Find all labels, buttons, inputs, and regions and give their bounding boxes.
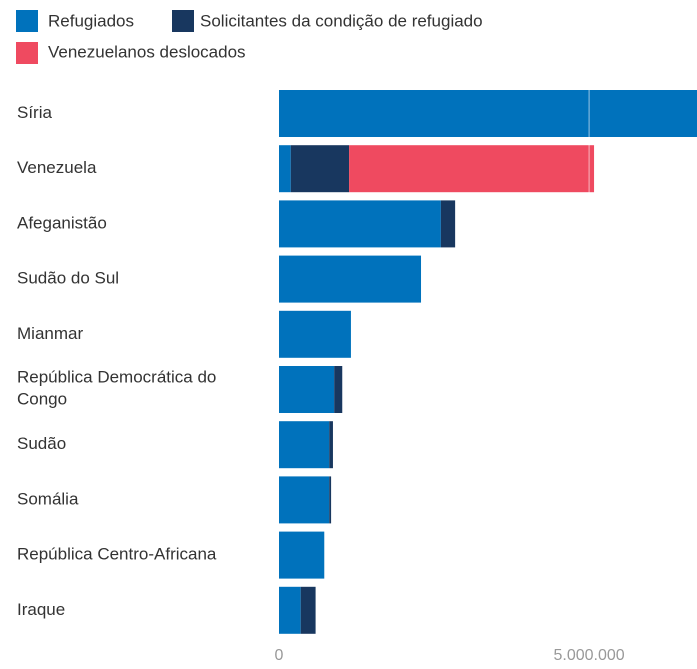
category-label: Sudão do Sul bbox=[17, 269, 119, 288]
legend-swatch bbox=[16, 42, 38, 64]
bar-segment bbox=[279, 90, 697, 137]
bar-segment bbox=[329, 476, 332, 524]
category-label: República Democrática do Congo bbox=[17, 368, 216, 409]
category-label: República Centro-Africana bbox=[17, 545, 217, 564]
category-label: Sudão bbox=[17, 434, 66, 453]
bar-segment bbox=[334, 366, 343, 413]
bar-segment bbox=[279, 200, 441, 248]
bar-segment bbox=[279, 421, 330, 469]
category-label: Afeganistão bbox=[17, 213, 107, 232]
category-label: Somália bbox=[17, 489, 79, 508]
bar-segment bbox=[279, 531, 325, 579]
x-tick-label: 5.000.000 bbox=[553, 647, 624, 664]
legend-label: Refugiados bbox=[48, 11, 134, 30]
bar-segment bbox=[279, 366, 335, 413]
bar-segment bbox=[279, 476, 330, 524]
bar-segment bbox=[440, 200, 456, 248]
bar-segment bbox=[300, 586, 316, 634]
bar-segment bbox=[279, 145, 291, 193]
legend-label: Venezuelanos deslocados bbox=[48, 42, 246, 61]
legend-swatch bbox=[16, 10, 38, 32]
bar-segment bbox=[290, 145, 350, 193]
bar-segment bbox=[349, 145, 595, 193]
category-label: Síria bbox=[17, 103, 53, 122]
category-label: Mianmar bbox=[17, 324, 83, 343]
bar-segment bbox=[279, 255, 422, 303]
bar-segment bbox=[279, 586, 301, 634]
x-tick-label: 0 bbox=[275, 647, 284, 664]
legend-swatch bbox=[172, 10, 194, 32]
category-label: Venezuela bbox=[17, 158, 97, 177]
category-label: Iraque bbox=[17, 600, 65, 619]
bar-segment bbox=[329, 421, 333, 469]
legend-label: Solicitantes da condição de refugiado bbox=[200, 11, 483, 30]
bar-segment bbox=[279, 310, 351, 358]
